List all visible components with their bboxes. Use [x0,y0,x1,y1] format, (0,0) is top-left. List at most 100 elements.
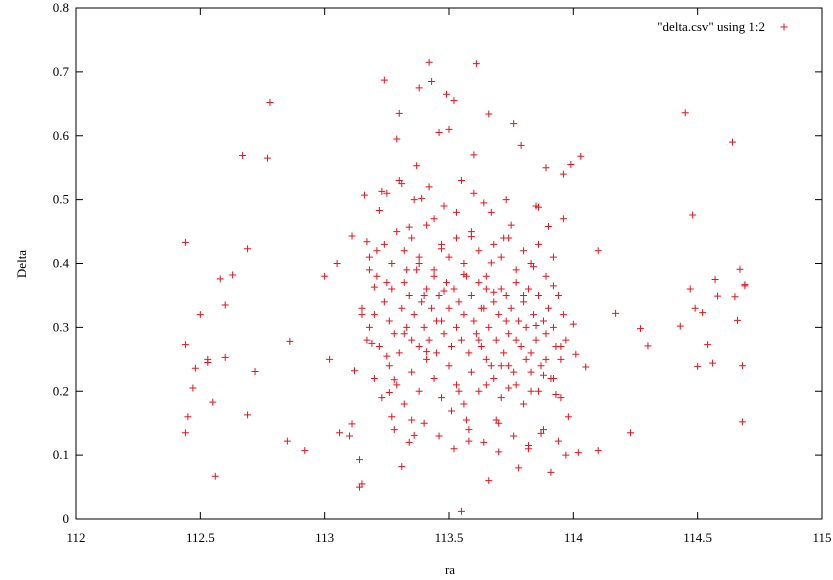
data-point [535,291,543,299]
data-point [736,265,744,273]
data-point [181,341,189,349]
data-point [520,291,528,299]
data-point [425,58,433,66]
data-point [470,151,478,159]
data-point [500,349,508,357]
data-point [465,349,473,357]
data-point [505,362,513,370]
data-point [266,99,274,107]
data-point [539,426,547,434]
data-point [527,387,535,395]
data-point [525,285,533,293]
data-point [408,336,416,344]
data-point [393,135,401,143]
data-point [370,311,378,319]
data-point [415,84,423,92]
data-point [485,477,493,485]
data-point [681,109,689,117]
data-point [549,282,557,290]
data-point [517,141,525,149]
data-point [410,311,418,319]
data-point [537,429,545,437]
legend-entry-label: "delta.csv" using 1:2 [657,19,765,34]
data-point [438,394,446,402]
data-point [549,323,557,331]
data-point [443,90,451,98]
data-point [552,343,560,351]
data-point [517,343,525,351]
data-point [490,288,498,296]
data-point [418,194,426,202]
data-point [460,311,468,319]
data-point [522,323,530,331]
data-point [569,320,577,328]
data-point [443,279,451,287]
data-point [196,311,204,319]
data-point [512,381,520,389]
data-point [480,438,488,446]
data-point [408,368,416,376]
data-point [505,234,513,242]
data-point [482,381,490,389]
data-point [244,245,252,253]
data-point [413,266,421,274]
data-point [390,330,398,338]
data-point [400,247,408,255]
data-point [221,353,229,361]
data-point [733,316,741,324]
data-point [440,330,448,338]
data-point [537,362,545,370]
data-point [415,260,423,267]
data-point [532,336,540,344]
data-point [301,447,309,455]
x-tick-label: 115 [812,530,831,545]
data-point [582,363,590,371]
data-point [467,228,475,236]
data-point [383,352,391,360]
data-point [510,432,518,440]
data-point [507,304,515,312]
data-point [475,247,483,255]
data-point [520,400,528,408]
data-point [408,234,416,242]
data-point [211,472,219,480]
data-point [430,374,438,382]
y-tick-label: 0.3 [53,319,69,334]
data-point [497,362,505,370]
data-point [360,191,368,199]
data-point [400,400,408,408]
data-point [398,463,406,471]
data-point [283,437,291,445]
data-point [395,349,403,357]
data-point [385,362,393,370]
data-point [527,349,535,357]
data-point [562,336,570,344]
data-point [490,374,498,382]
data-point [689,211,697,219]
data-point [378,187,386,195]
data-point [470,189,478,197]
data-point [691,304,699,312]
data-point [452,234,460,242]
data-point [544,222,552,230]
data-point [435,129,443,137]
data-point [497,394,505,402]
data-point [388,285,396,293]
data-point [380,298,388,306]
data-point [738,362,746,370]
y-axis-label: Delta [14,250,29,278]
data-point [544,304,552,312]
data-points [181,58,749,515]
data-point [380,240,388,248]
data-point [204,359,212,367]
data-point [400,279,408,287]
data-point [383,189,391,197]
data-point [502,196,510,204]
data-point [239,152,247,160]
x-axis-label: ra [445,562,455,577]
data-point [415,387,423,395]
data-point [445,304,453,312]
data-point [358,480,366,488]
data-point [363,336,371,344]
